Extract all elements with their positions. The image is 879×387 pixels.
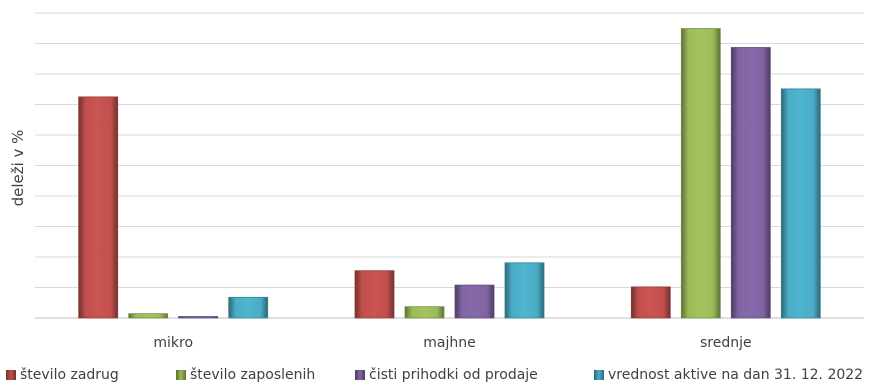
gridlines bbox=[35, 12, 864, 319]
bar-chart: mikro majhne srednje deleži v % bbox=[9, 12, 864, 351]
legend-item: število zaposlenih bbox=[176, 367, 315, 383]
legend-swatch bbox=[176, 370, 186, 380]
bars bbox=[78, 28, 821, 319]
legend-item: število zadrug bbox=[6, 367, 119, 383]
bar-majhne-series-1 bbox=[354, 270, 395, 319]
legend-item: čisti prihodki od prodaje bbox=[355, 367, 538, 383]
x-tick-label: majhne bbox=[423, 335, 475, 351]
legend-label: število zaposlenih bbox=[190, 367, 316, 383]
legend-swatch bbox=[355, 370, 365, 380]
bar-mikro-series-4 bbox=[228, 296, 269, 319]
bar-srednje-series-4 bbox=[780, 88, 821, 319]
bar-majhne-series-3 bbox=[454, 284, 495, 319]
bar-mikro-series-3 bbox=[178, 316, 219, 319]
bar-mikro-series-2 bbox=[128, 313, 169, 319]
x-tick-label: mikro bbox=[153, 335, 193, 351]
legend-swatch bbox=[6, 370, 16, 380]
legend-label: število zadrug bbox=[20, 367, 119, 383]
bar-majhne-series-4 bbox=[504, 262, 545, 319]
bar-srednje-series-3 bbox=[730, 47, 771, 319]
bar-srednje-series-2 bbox=[680, 28, 721, 319]
bar-majhne-series-2 bbox=[404, 306, 445, 319]
legend-label: čisti prihodki od prodaje bbox=[369, 367, 538, 383]
legend: število zadrug število zaposlenih čisti pr… bbox=[0, 367, 879, 387]
y-axis-title: deleži v % bbox=[9, 130, 27, 207]
legend-label: vrednost aktive na dan 31. 12. 2022 bbox=[608, 367, 864, 383]
legend-swatch bbox=[594, 370, 604, 380]
x-tick-labels: mikro majhne srednje bbox=[153, 335, 751, 351]
bar-srednje-series-1 bbox=[630, 286, 671, 319]
legend-item: vrednost aktive na dan 31. 12. 2022 bbox=[594, 367, 863, 383]
bar-mikro-series-1 bbox=[78, 96, 119, 319]
x-tick-label: srednje bbox=[700, 335, 752, 351]
